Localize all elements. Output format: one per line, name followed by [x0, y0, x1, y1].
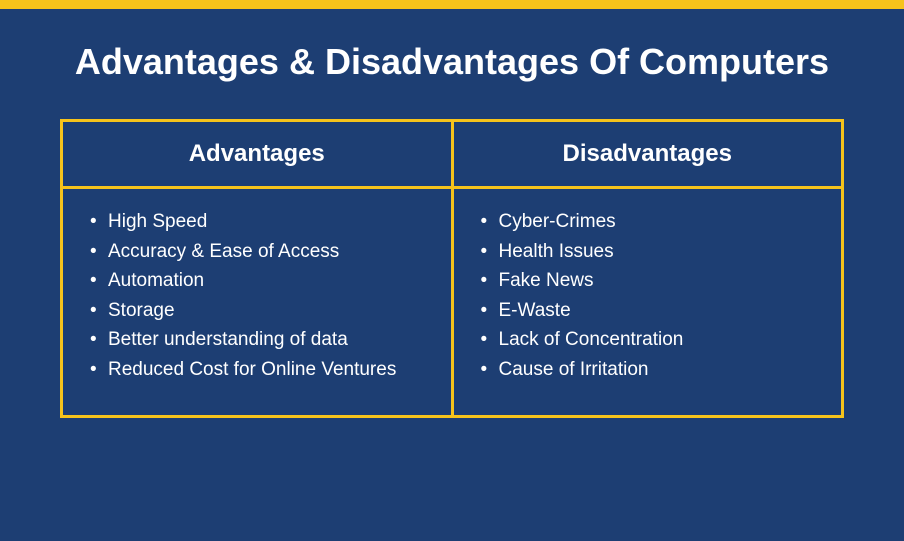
- main-container: Advantages & Disadvantages Of Computers …: [0, 9, 904, 541]
- top-accent-bar: [0, 0, 904, 9]
- list-item: Better understanding of data: [88, 327, 426, 354]
- disadvantages-list: Cyber-Crimes Health IssuesFake News E-Wast…: [479, 209, 817, 384]
- list-item: E-Waste: [479, 298, 817, 325]
- advantages-column: Advantages High Speed Accuracy & Ease of …: [63, 122, 454, 415]
- list-item: Cyber-Crimes: [479, 209, 817, 236]
- list-item: Reduced Cost for Online Ventures: [88, 357, 426, 384]
- advantages-header: Advantages: [63, 122, 451, 189]
- list-item: Storage: [88, 298, 426, 325]
- disadvantages-column: Disadvantages Cyber-Crimes Health IssuesF…: [454, 122, 842, 415]
- list-item: High Speed: [88, 209, 426, 236]
- list-item: Accuracy & Ease of Access: [88, 239, 426, 266]
- list-item: Cause of Irritation: [479, 357, 817, 384]
- disadvantages-header: Disadvantages: [454, 122, 842, 189]
- comparison-table: Advantages High Speed Accuracy & Ease of …: [60, 119, 844, 418]
- list-item: Automation: [88, 268, 426, 295]
- list-item: Lack of Concentration: [479, 327, 817, 354]
- advantages-body: High Speed Accuracy & Ease of AccessAutom…: [63, 189, 451, 415]
- advantages-list: High Speed Accuracy & Ease of AccessAutom…: [88, 209, 426, 384]
- page-title: Advantages & Disadvantages Of Computers: [60, 39, 844, 84]
- list-item: Fake News: [479, 268, 817, 295]
- list-item: Health Issues: [479, 239, 817, 266]
- disadvantages-body: Cyber-Crimes Health IssuesFake News E-Wast…: [454, 189, 842, 415]
